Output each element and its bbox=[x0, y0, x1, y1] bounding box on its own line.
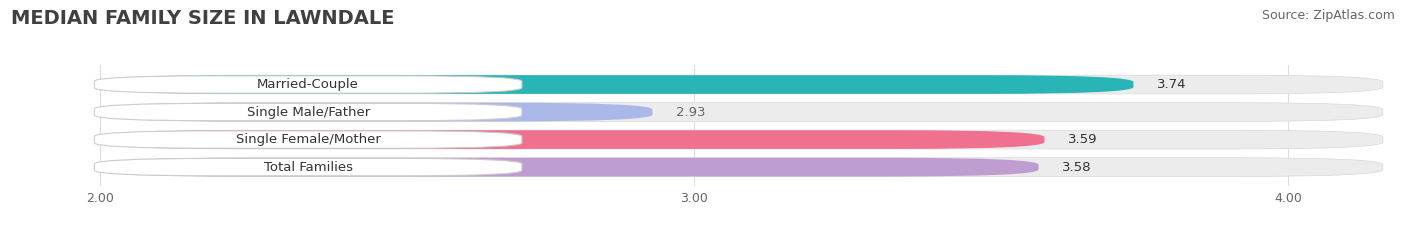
Text: Single Female/Mother: Single Female/Mother bbox=[236, 133, 381, 146]
FancyBboxPatch shape bbox=[100, 103, 1384, 121]
FancyBboxPatch shape bbox=[100, 75, 1384, 94]
Text: 2.93: 2.93 bbox=[676, 106, 706, 119]
Text: 3.74: 3.74 bbox=[1157, 78, 1187, 91]
FancyBboxPatch shape bbox=[100, 103, 652, 121]
Text: Married-Couple: Married-Couple bbox=[257, 78, 359, 91]
FancyBboxPatch shape bbox=[100, 158, 1039, 176]
Text: MEDIAN FAMILY SIZE IN LAWNDALE: MEDIAN FAMILY SIZE IN LAWNDALE bbox=[11, 9, 395, 28]
FancyBboxPatch shape bbox=[100, 130, 1384, 149]
Text: 3.58: 3.58 bbox=[1063, 161, 1091, 174]
FancyBboxPatch shape bbox=[94, 103, 522, 121]
FancyBboxPatch shape bbox=[94, 131, 522, 148]
FancyBboxPatch shape bbox=[100, 158, 1384, 176]
Text: Source: ZipAtlas.com: Source: ZipAtlas.com bbox=[1261, 9, 1395, 22]
Text: Total Families: Total Families bbox=[264, 161, 353, 174]
Text: Single Male/Father: Single Male/Father bbox=[246, 106, 370, 119]
FancyBboxPatch shape bbox=[94, 76, 522, 93]
FancyBboxPatch shape bbox=[94, 158, 522, 176]
Text: 3.59: 3.59 bbox=[1069, 133, 1098, 146]
FancyBboxPatch shape bbox=[100, 130, 1045, 149]
FancyBboxPatch shape bbox=[100, 75, 1133, 94]
